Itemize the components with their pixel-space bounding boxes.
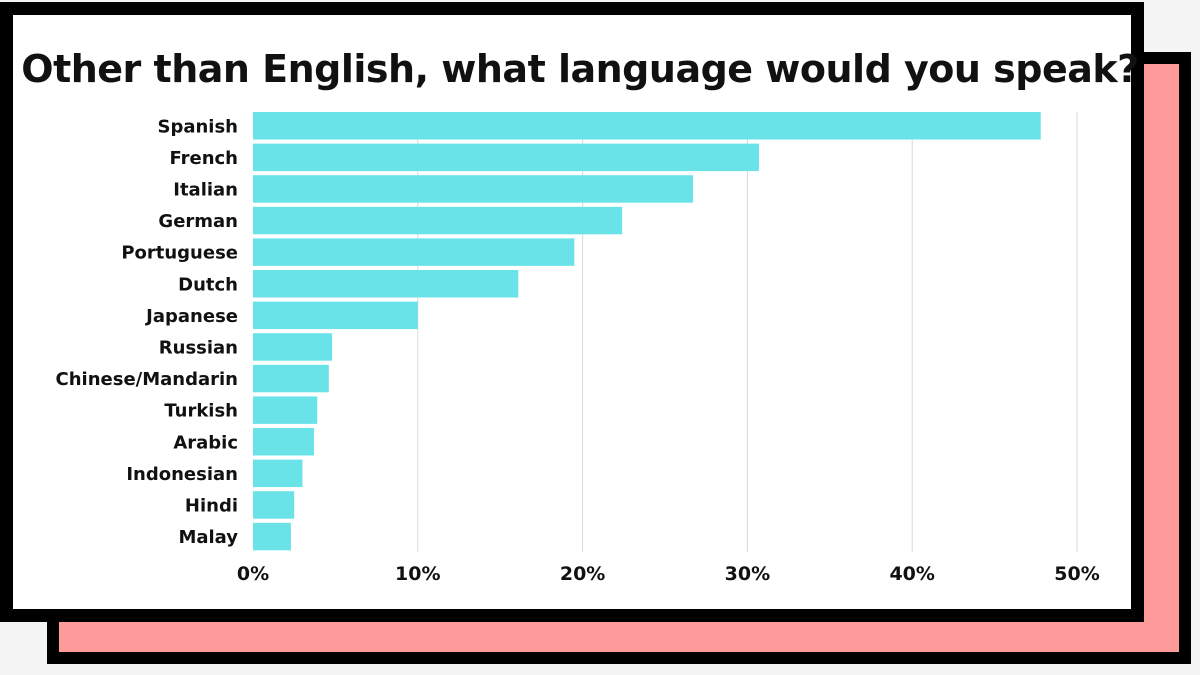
bar	[253, 364, 329, 393]
x-tick-label: 50%	[1054, 563, 1099, 585]
chart-card	[0, 2, 1144, 622]
bar	[253, 491, 295, 519]
bar	[253, 333, 333, 361]
bar	[253, 143, 759, 172]
bar	[253, 459, 303, 488]
category-label: Indonesian	[126, 464, 238, 485]
grid-lines	[417, 112, 1078, 552]
bars	[253, 112, 1041, 551]
bar	[253, 428, 314, 456]
bar	[253, 238, 575, 266]
bar	[253, 206, 623, 235]
category-label: Spanish	[157, 116, 238, 137]
bar	[253, 175, 694, 203]
chart-title: Other than English, what language would …	[21, 47, 1139, 91]
category-label: Chinese/Mandarin	[56, 369, 238, 390]
category-label: French	[169, 148, 238, 169]
x-tick-label: 30%	[725, 563, 770, 585]
category-label: Turkish	[164, 401, 238, 422]
bar	[253, 270, 519, 298]
bar	[253, 112, 1041, 140]
x-tick-label: 10%	[395, 563, 440, 585]
bar	[253, 396, 318, 424]
x-tick-labels: 0% 10% 20% 30% 40% 50%	[237, 563, 1100, 585]
category-label: Italian	[173, 179, 238, 200]
category-label: Portuguese	[121, 243, 238, 264]
x-tick-label: 0%	[237, 563, 269, 585]
category-labels: Spanish French Italian German Portuguese Dutc…	[56, 116, 239, 548]
x-tick-label: 40%	[889, 563, 934, 585]
category-label: Japanese	[144, 306, 238, 327]
category-label: Malay	[178, 527, 238, 548]
category-label: Dutch	[178, 274, 238, 295]
x-tick-label: 20%	[560, 563, 605, 585]
category-label: Hindi	[185, 495, 238, 516]
bar	[253, 301, 418, 330]
category-label: Arabic	[173, 432, 238, 453]
bar	[253, 522, 291, 551]
category-label: German	[158, 211, 238, 232]
category-label: Russian	[159, 337, 238, 358]
